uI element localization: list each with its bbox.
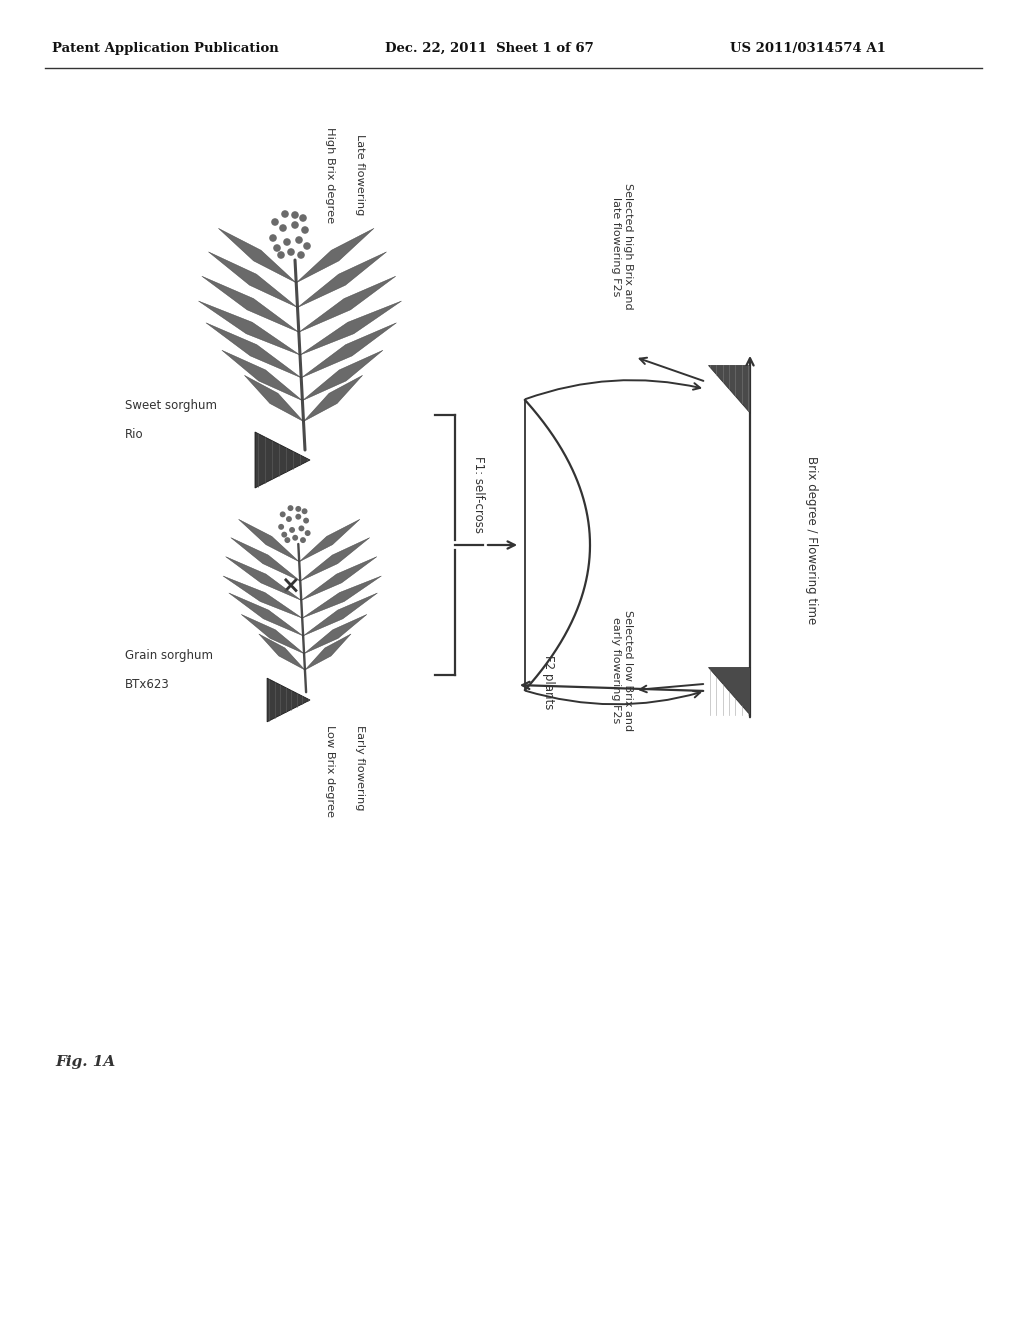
Text: Low Brix degree: Low Brix degree: [325, 725, 335, 817]
Polygon shape: [223, 576, 302, 618]
Polygon shape: [218, 228, 296, 282]
Text: ×: ×: [281, 573, 300, 597]
Polygon shape: [222, 350, 302, 400]
Polygon shape: [298, 252, 386, 308]
Polygon shape: [255, 432, 310, 488]
Circle shape: [282, 210, 289, 218]
Text: BTx623: BTx623: [125, 678, 170, 692]
Circle shape: [300, 537, 306, 543]
Circle shape: [305, 531, 310, 536]
Circle shape: [299, 214, 307, 222]
Text: Rio: Rio: [125, 429, 143, 441]
Circle shape: [269, 234, 276, 242]
Polygon shape: [209, 252, 298, 308]
Circle shape: [291, 222, 299, 228]
Polygon shape: [302, 350, 383, 400]
Circle shape: [278, 251, 285, 259]
Polygon shape: [202, 276, 299, 333]
Polygon shape: [245, 375, 303, 421]
Text: Early flowering: Early flowering: [355, 725, 365, 810]
Text: F2 plants: F2 plants: [542, 655, 555, 709]
Text: US 2011/0314574 A1: US 2011/0314574 A1: [730, 42, 886, 55]
Polygon shape: [303, 375, 362, 421]
Circle shape: [295, 236, 303, 244]
Circle shape: [301, 226, 309, 234]
Circle shape: [279, 524, 284, 529]
Polygon shape: [299, 276, 396, 333]
Polygon shape: [239, 519, 299, 562]
Circle shape: [285, 537, 291, 543]
Circle shape: [298, 525, 304, 532]
Text: Selected high Brix and
late flowering F2s: Selected high Brix and late flowering F2…: [611, 183, 633, 310]
Text: Patent Application Publication: Patent Application Publication: [52, 42, 279, 55]
Polygon shape: [301, 557, 377, 601]
Polygon shape: [230, 537, 300, 581]
Polygon shape: [300, 301, 401, 355]
Polygon shape: [303, 593, 378, 636]
Polygon shape: [199, 301, 300, 355]
Polygon shape: [304, 614, 367, 653]
Circle shape: [280, 224, 287, 232]
Polygon shape: [301, 323, 396, 378]
Circle shape: [303, 242, 311, 249]
Circle shape: [297, 251, 305, 259]
Circle shape: [284, 238, 291, 246]
Polygon shape: [225, 557, 301, 601]
Circle shape: [273, 244, 281, 252]
Circle shape: [280, 511, 286, 517]
Polygon shape: [300, 537, 370, 581]
Text: Dec. 22, 2011  Sheet 1 of 67: Dec. 22, 2011 Sheet 1 of 67: [385, 42, 594, 55]
Text: Selected low Brix and
early flowering F2s: Selected low Brix and early flowering F2…: [611, 610, 633, 731]
Polygon shape: [708, 667, 750, 715]
Polygon shape: [259, 634, 305, 671]
Text: F1: self-cross: F1: self-cross: [472, 455, 485, 533]
Polygon shape: [302, 576, 381, 618]
Circle shape: [292, 535, 298, 541]
Polygon shape: [267, 678, 310, 722]
Polygon shape: [708, 366, 750, 413]
Circle shape: [271, 218, 279, 226]
Text: Late flowering: Late flowering: [355, 135, 365, 215]
Circle shape: [303, 517, 309, 524]
Text: High Brix degree: High Brix degree: [325, 127, 335, 223]
Circle shape: [295, 506, 301, 512]
Circle shape: [289, 527, 295, 533]
Text: Fig. 1A: Fig. 1A: [55, 1055, 116, 1069]
Circle shape: [302, 508, 307, 515]
Polygon shape: [296, 228, 374, 282]
Circle shape: [295, 513, 301, 520]
Text: Grain sorghum: Grain sorghum: [125, 648, 213, 661]
Circle shape: [288, 506, 294, 511]
Text: Brix degree / Flowering time: Brix degree / Flowering time: [806, 455, 818, 624]
Polygon shape: [299, 519, 359, 562]
Polygon shape: [228, 593, 303, 636]
Polygon shape: [305, 634, 351, 671]
Circle shape: [287, 248, 295, 256]
Polygon shape: [242, 614, 304, 653]
Polygon shape: [206, 323, 301, 378]
Circle shape: [286, 516, 292, 521]
Circle shape: [291, 211, 299, 219]
Text: Sweet sorghum: Sweet sorghum: [125, 399, 217, 412]
Circle shape: [282, 532, 287, 537]
